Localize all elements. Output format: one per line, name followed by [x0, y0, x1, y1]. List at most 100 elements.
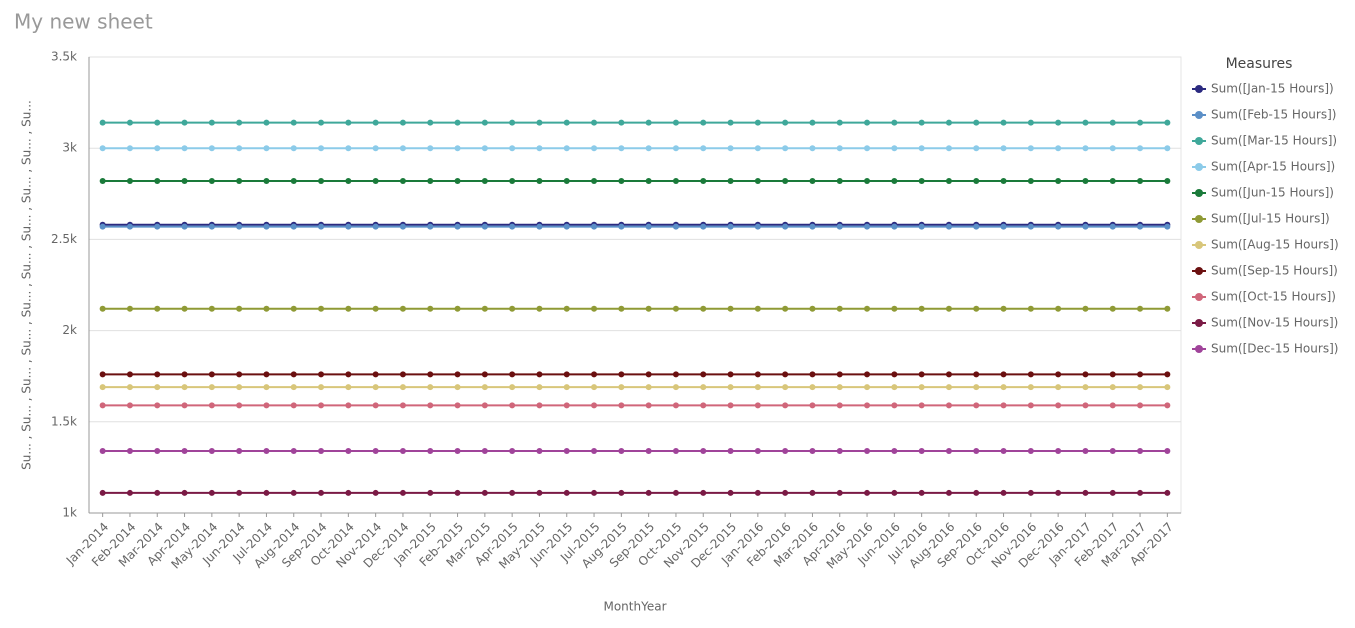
data-point [154, 145, 161, 152]
legend-swatch [1195, 111, 1203, 119]
data-point [891, 305, 898, 312]
data-point [1164, 178, 1171, 185]
data-point [591, 119, 598, 126]
data-point [672, 402, 679, 409]
data-point [154, 447, 161, 454]
data-point [345, 305, 352, 312]
legend-label: Sum([Nov-15 Hours]) [1211, 316, 1338, 330]
data-point [618, 223, 625, 230]
data-point [263, 119, 270, 126]
data-point [945, 223, 952, 230]
legend-swatch [1195, 293, 1203, 301]
legend-swatch [1195, 319, 1203, 327]
data-point [1082, 371, 1089, 378]
data-point [754, 145, 761, 152]
data-point [645, 178, 652, 185]
data-point [918, 489, 925, 496]
data-point [727, 223, 734, 230]
data-point [399, 305, 406, 312]
data-point [427, 223, 434, 230]
data-point [563, 371, 570, 378]
data-point [918, 402, 925, 409]
legend-label: Sum([Oct-15 Hours]) [1211, 290, 1336, 304]
data-point [1000, 223, 1007, 230]
legend-swatch [1195, 345, 1203, 353]
data-point [591, 178, 598, 185]
data-point [536, 371, 543, 378]
data-point [236, 119, 243, 126]
data-point [754, 178, 761, 185]
data-point [481, 384, 488, 391]
data-point [618, 119, 625, 126]
data-point [754, 371, 761, 378]
data-point [181, 489, 188, 496]
data-point [1164, 119, 1171, 126]
data-point [727, 371, 734, 378]
data-point [836, 305, 843, 312]
data-point [782, 305, 789, 312]
data-point [372, 371, 379, 378]
data-point [973, 178, 980, 185]
data-point [236, 371, 243, 378]
data-point [754, 402, 761, 409]
data-point [1082, 119, 1089, 126]
data-point [126, 223, 133, 230]
data-point [563, 119, 570, 126]
data-point [591, 305, 598, 312]
data-point [454, 447, 461, 454]
data-point [1082, 489, 1089, 496]
data-point [236, 223, 243, 230]
data-point [1000, 447, 1007, 454]
data-point [1000, 402, 1007, 409]
data-point [181, 178, 188, 185]
data-point [1082, 145, 1089, 152]
data-point [99, 305, 106, 312]
data-point [618, 489, 625, 496]
data-point [1164, 305, 1171, 312]
data-point [1000, 178, 1007, 185]
data-point [672, 384, 679, 391]
data-point [509, 447, 516, 454]
data-point [208, 402, 215, 409]
data-point [782, 489, 789, 496]
data-point [290, 119, 297, 126]
data-point [864, 145, 871, 152]
data-point [345, 447, 352, 454]
data-point [509, 145, 516, 152]
data-point [318, 384, 325, 391]
data-point [973, 447, 980, 454]
data-point [1027, 447, 1034, 454]
legend-label: Sum([Sep-15 Hours]) [1211, 264, 1338, 278]
data-point [836, 223, 843, 230]
data-point [1082, 178, 1089, 185]
data-point [372, 178, 379, 185]
data-point [809, 145, 816, 152]
data-point [891, 223, 898, 230]
data-point [563, 223, 570, 230]
data-point [454, 371, 461, 378]
data-point [809, 447, 816, 454]
data-point [782, 145, 789, 152]
data-point [945, 384, 952, 391]
data-point [1109, 305, 1116, 312]
data-point [99, 371, 106, 378]
data-point [891, 447, 898, 454]
y-tick-label: 2k [62, 323, 77, 337]
data-point [263, 371, 270, 378]
data-point [1082, 402, 1089, 409]
data-point [208, 119, 215, 126]
data-point [864, 402, 871, 409]
data-point [181, 402, 188, 409]
data-point [181, 145, 188, 152]
data-point [536, 119, 543, 126]
data-point [782, 371, 789, 378]
y-axis-label: Su... , Su... , Su... , Su... , Su... , … [20, 100, 34, 470]
data-point [536, 305, 543, 312]
data-point [290, 178, 297, 185]
data-point [591, 489, 598, 496]
data-point [945, 489, 952, 496]
data-point [672, 119, 679, 126]
data-point [181, 384, 188, 391]
y-tick-label: 1.5k [51, 414, 77, 428]
data-point [891, 384, 898, 391]
